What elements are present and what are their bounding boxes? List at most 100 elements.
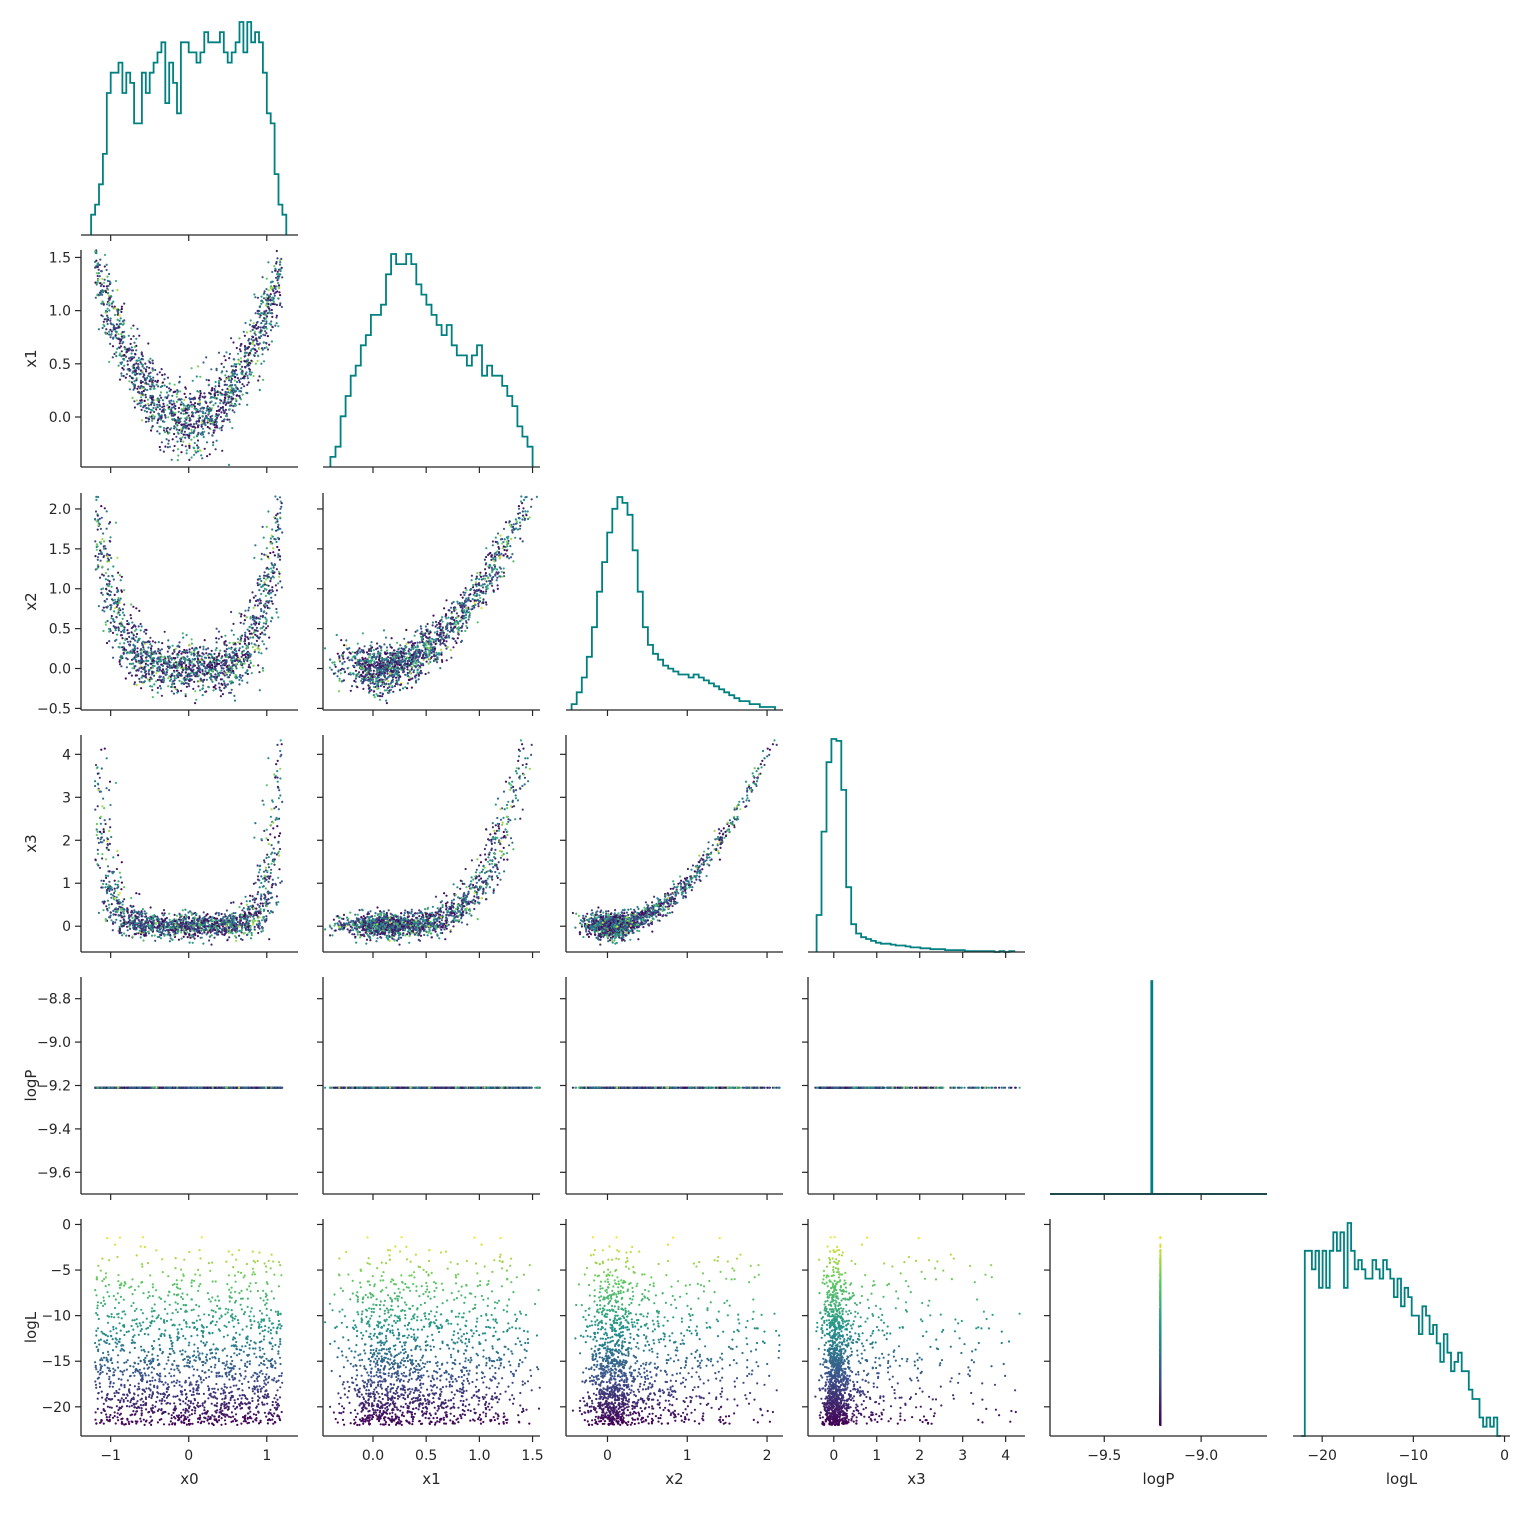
scatter-point xyxy=(138,625,140,627)
scatter-point xyxy=(217,405,219,407)
scatter-point xyxy=(406,663,408,665)
scatter-point xyxy=(200,392,202,394)
scatter-point xyxy=(167,666,169,668)
scatter-point xyxy=(213,676,215,678)
scatter-point xyxy=(102,301,104,303)
scatter-point xyxy=(273,301,275,303)
scatter-point xyxy=(476,572,478,574)
scatter-point xyxy=(111,305,113,307)
scatter-point xyxy=(211,664,213,666)
scatter-point xyxy=(475,581,477,583)
scatter-point xyxy=(108,594,110,596)
scatter-point xyxy=(347,648,349,650)
scatter-point xyxy=(108,631,110,633)
scatter-point xyxy=(271,528,273,530)
scatter-point xyxy=(336,675,338,677)
scatter-point xyxy=(254,649,256,651)
scatter-point xyxy=(197,685,199,687)
scatter-point xyxy=(380,665,382,667)
scatter-point xyxy=(254,620,256,622)
y-tick-label: 0.5 xyxy=(49,357,71,373)
scatter-point xyxy=(212,421,214,423)
scatter-point xyxy=(279,508,281,510)
scatter-point xyxy=(180,673,182,675)
scatter-point xyxy=(152,665,154,667)
scatter-point xyxy=(362,688,364,690)
scatter-point xyxy=(244,347,246,349)
scatter-point xyxy=(272,326,274,328)
scatter-point xyxy=(145,657,147,659)
scatter-point xyxy=(432,624,434,626)
scatter-point xyxy=(201,663,203,665)
scatter-point xyxy=(119,642,121,644)
scatter-point xyxy=(190,401,192,403)
scatter-point xyxy=(127,364,129,366)
scatter-point xyxy=(188,408,190,410)
scatter-point xyxy=(408,650,410,652)
scatter-point xyxy=(260,329,262,331)
scatter-point xyxy=(359,659,361,661)
scatter-point xyxy=(115,629,117,631)
scatter-point xyxy=(178,411,180,413)
scatter-point xyxy=(427,623,429,625)
scatter-point xyxy=(252,636,254,638)
scatter-point xyxy=(106,269,108,271)
scatter-point xyxy=(153,683,155,685)
scatter-point xyxy=(260,335,262,337)
scatter-point xyxy=(415,674,417,676)
scatter-point xyxy=(270,592,272,594)
scatter-point xyxy=(108,640,110,642)
scatter-point xyxy=(416,669,418,671)
scatter-point xyxy=(148,420,150,422)
scatter-point xyxy=(100,749,102,751)
scatter-point xyxy=(174,391,176,393)
scatter-point xyxy=(277,582,279,584)
scatter-point xyxy=(536,496,538,498)
scatter-point xyxy=(466,627,468,629)
scatter-point xyxy=(99,275,101,277)
scatter-point xyxy=(119,623,121,625)
scatter-point xyxy=(263,554,265,556)
scatter-point xyxy=(197,651,199,653)
scatter-point xyxy=(524,518,526,520)
scatter-point xyxy=(144,675,146,677)
scatter-point xyxy=(161,441,163,443)
scatter-point xyxy=(249,352,251,354)
scatter-point xyxy=(229,671,231,673)
scatter-point xyxy=(157,419,159,421)
scatter-point xyxy=(218,385,220,387)
scatter-point xyxy=(106,288,108,290)
scatter-point xyxy=(240,613,242,615)
scatter-point xyxy=(250,330,252,332)
scatter-point xyxy=(277,271,279,273)
scatter-point xyxy=(244,322,246,324)
scatter-point xyxy=(194,442,196,444)
scatter-point xyxy=(110,318,112,320)
scatter-point xyxy=(123,375,125,377)
scatter-point xyxy=(386,678,388,680)
scatter-point xyxy=(131,346,133,348)
scatter-point xyxy=(182,669,184,671)
scatter-point xyxy=(501,571,503,573)
scatter-point xyxy=(425,673,427,675)
scatter-point xyxy=(423,642,425,644)
scatter-point xyxy=(364,679,366,681)
scatter-point xyxy=(247,358,249,360)
scatter-point xyxy=(244,619,246,621)
scatter-point xyxy=(96,543,98,545)
scatter-point xyxy=(173,649,175,651)
scatter-point xyxy=(494,574,496,576)
scatter-point xyxy=(412,642,414,644)
scatter-point xyxy=(236,374,238,376)
scatter-point xyxy=(118,365,120,367)
scatter-point xyxy=(386,650,388,652)
scatter-point xyxy=(216,663,218,665)
scatter-point xyxy=(396,651,398,653)
scatter-point xyxy=(359,651,361,653)
scatter-point xyxy=(148,651,150,653)
scatter-point xyxy=(434,648,436,650)
scatter-point xyxy=(435,639,437,641)
scatter-point xyxy=(159,649,161,651)
scatter-point xyxy=(94,555,96,557)
scatter-point xyxy=(234,642,236,644)
